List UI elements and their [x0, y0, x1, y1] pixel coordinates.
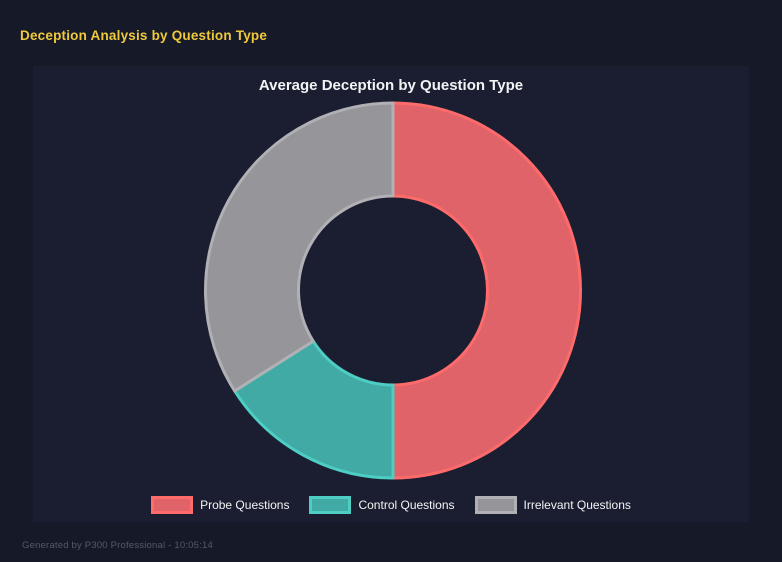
chart-panel: Average Deception by Question Type Probe… [33, 66, 749, 522]
legend-swatch-probe[interactable] [151, 496, 194, 514]
legend-label: Control Questions [358, 498, 455, 512]
legend-label: Probe Questions [200, 498, 290, 512]
footer-text: Generated by P300 Professional - 10:05:1… [22, 540, 213, 551]
legend-item-probe-questions[interactable]: Probe Questions [151, 496, 289, 514]
legend-swatch-control[interactable] [309, 496, 352, 514]
legend-swatch-irrelevant[interactable] [474, 496, 517, 514]
legend-item-irrelevant-questions[interactable]: Irrelevant Questions [474, 496, 631, 514]
legend-label: Irrelevant Questions [523, 498, 631, 512]
donut-segment-gray[interactable] [204, 101, 395, 393]
legend-item-control-questions[interactable]: Control Questions [309, 496, 455, 514]
donut-chart[interactable] [33, 66, 749, 522]
page-title: Deception Analysis by Question Type [20, 28, 268, 43]
chart-legend: Probe Questions Control Questions Irrele… [33, 496, 749, 514]
donut-segment-teal[interactable] [233, 339, 395, 480]
chart-title: Average Deception by Question Type [258, 77, 524, 94]
donut-segment-red[interactable] [391, 101, 582, 480]
